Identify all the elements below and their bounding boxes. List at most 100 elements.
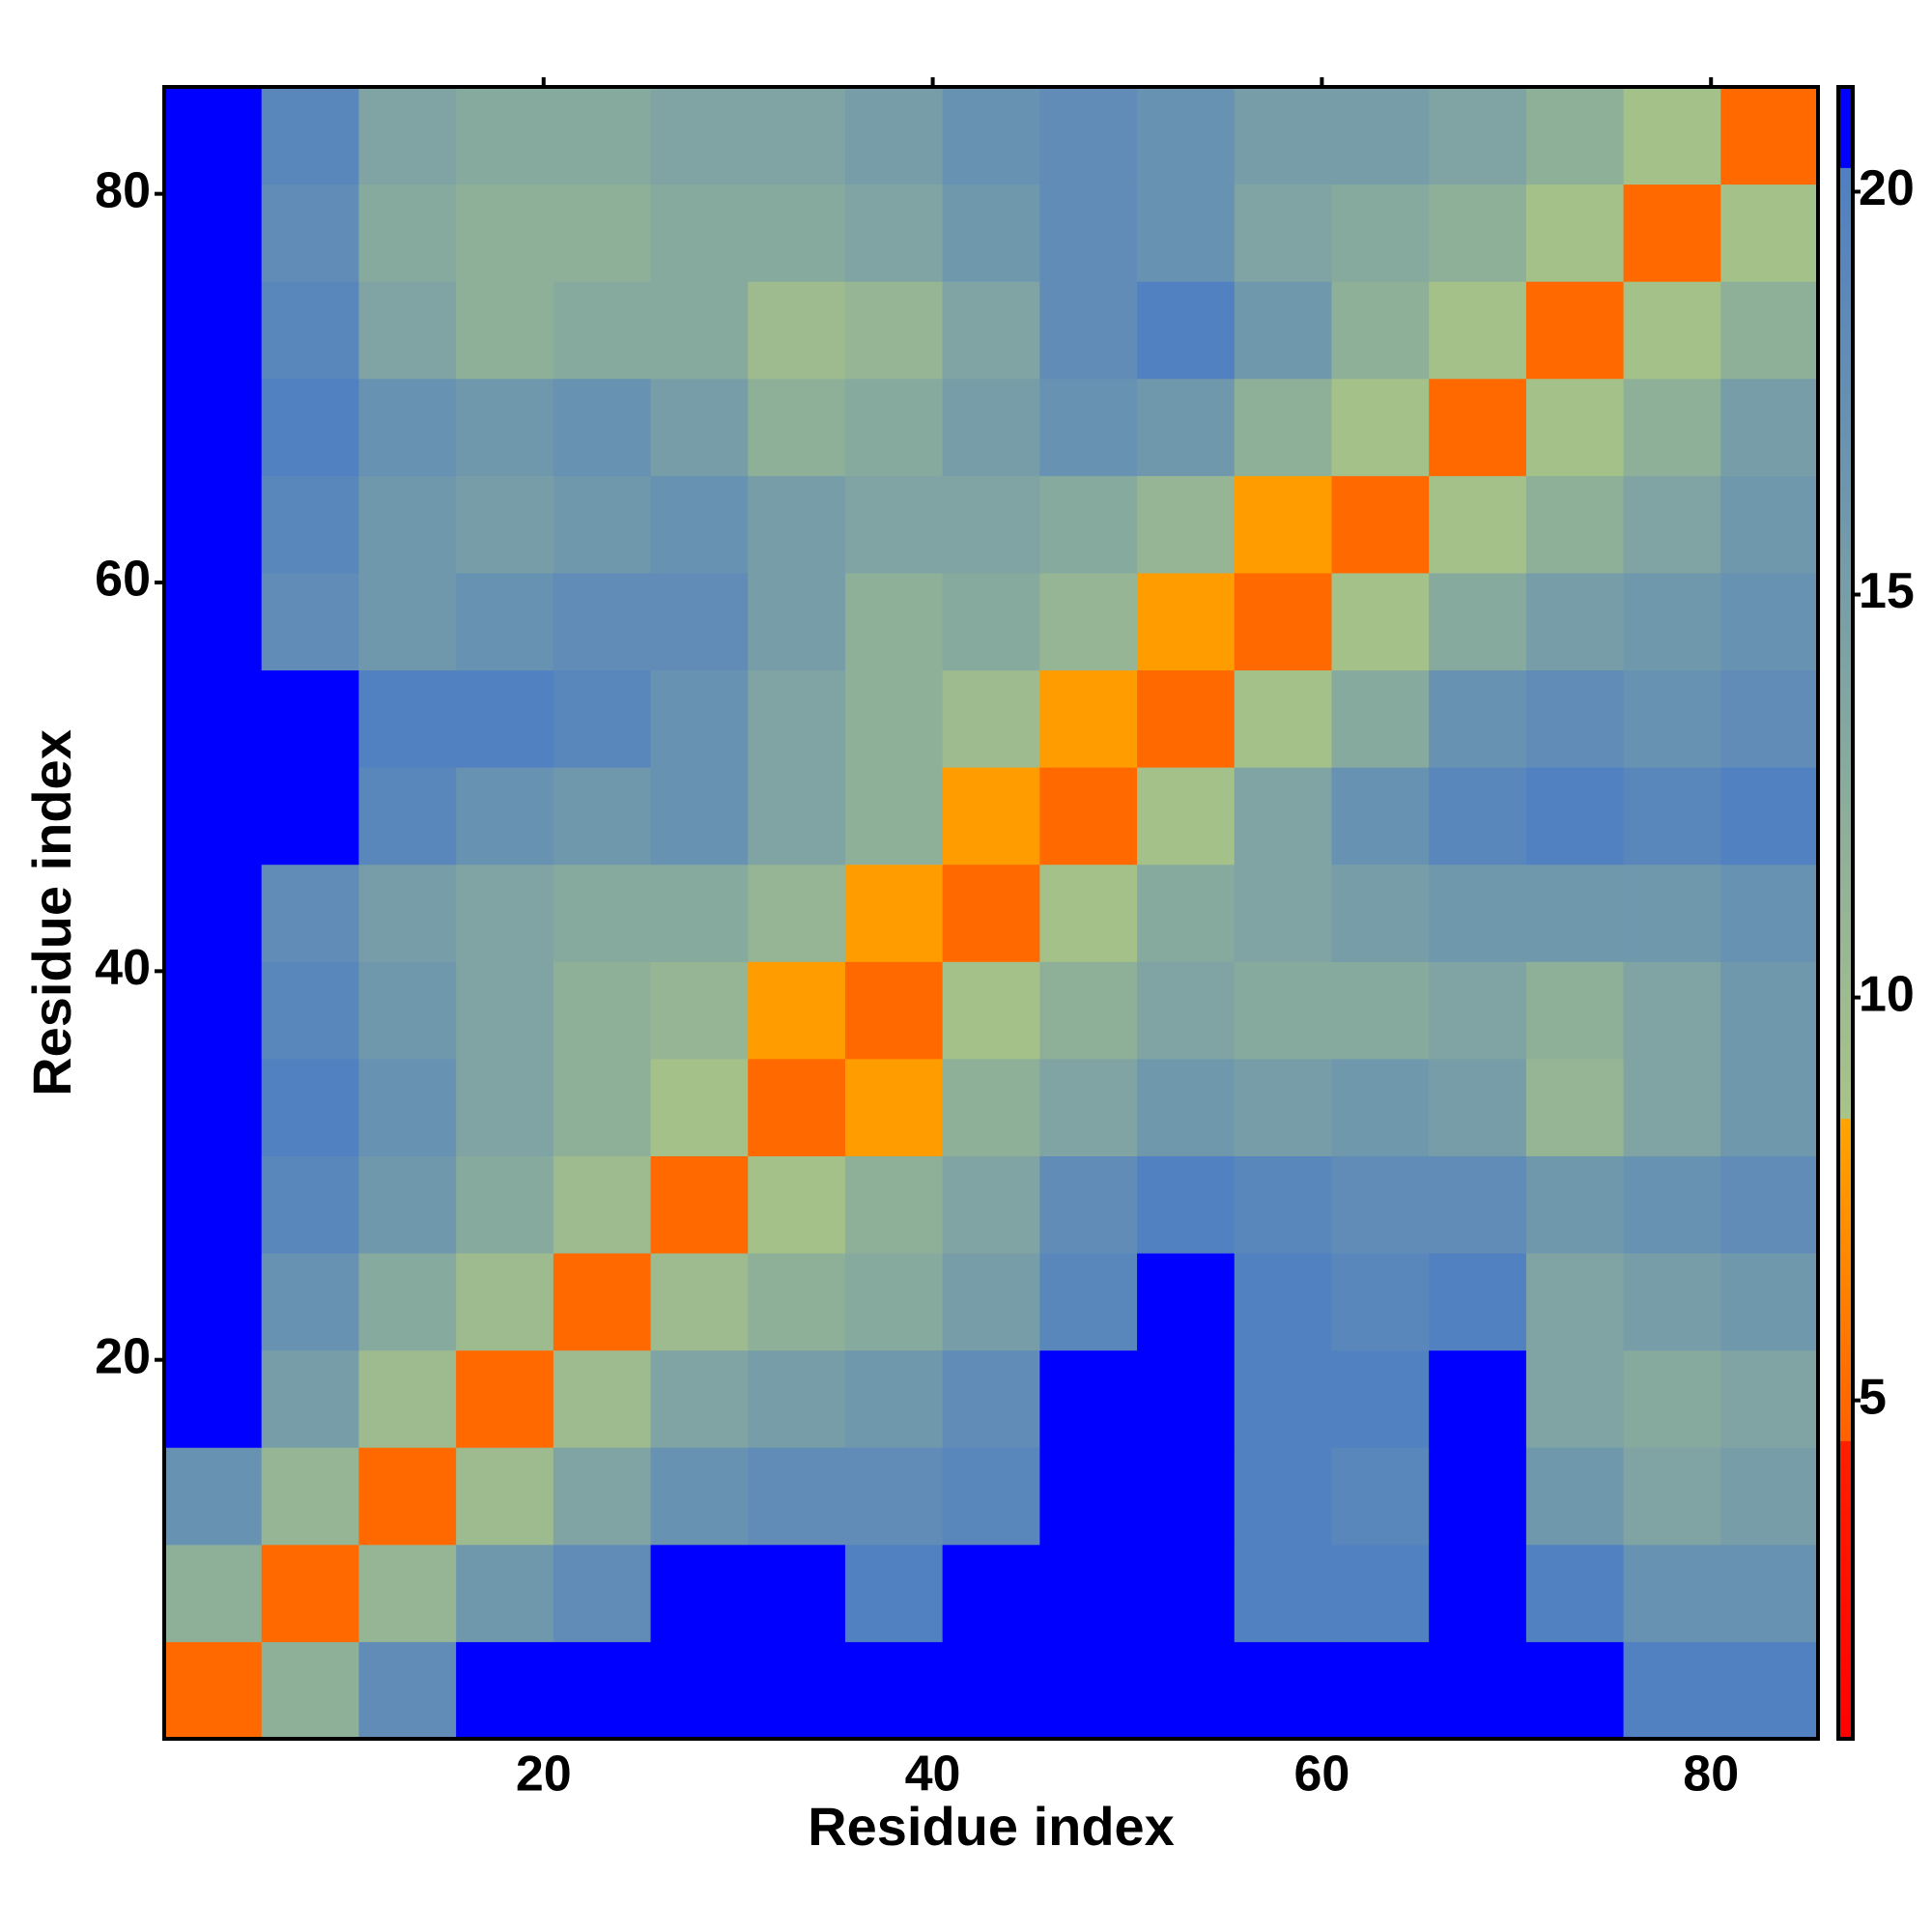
heatmap-cell <box>942 1544 1040 1642</box>
heatmap-cell <box>942 1641 1040 1740</box>
heatmap-cell <box>1720 767 1819 866</box>
heatmap-cell <box>358 669 457 768</box>
heatmap-cell <box>1429 378 1527 476</box>
heatmap-cell <box>1234 87 1332 185</box>
heatmap-cell <box>1331 378 1430 476</box>
heatmap-cell <box>456 1253 554 1351</box>
heatmap-cell <box>1429 281 1527 380</box>
heatmap-cell <box>844 767 944 866</box>
heatmap-cell <box>1720 961 1819 1060</box>
heatmap-cell <box>261 281 359 380</box>
heatmap-cell <box>1525 87 1625 185</box>
heatmap-cell <box>1331 475 1430 574</box>
heatmap-cell <box>844 378 944 476</box>
heatmap-cell <box>844 1544 944 1642</box>
heatmap-cell <box>1720 1544 1819 1642</box>
colorbar-segment <box>1838 87 1853 168</box>
heatmap-cell <box>650 1253 749 1351</box>
heatmap-cell <box>1623 1155 1721 1254</box>
heatmap-cell <box>1429 475 1527 574</box>
heatmap-cell <box>358 281 457 380</box>
heatmap-cell <box>261 378 359 476</box>
heatmap-cell <box>456 1350 554 1448</box>
heatmap-cell <box>1234 184 1332 282</box>
heatmap-cell <box>1525 1058 1625 1156</box>
heatmap-cell <box>942 378 1040 476</box>
heatmap-cell <box>358 1058 457 1156</box>
heatmap-cell <box>1039 1447 1138 1546</box>
heatmap-cell <box>1525 1447 1625 1546</box>
heatmap-cell <box>553 572 652 671</box>
heatmap-cell <box>358 864 457 962</box>
heatmap-cell <box>1234 281 1332 380</box>
heatmap-cell <box>261 1350 359 1448</box>
heatmap-cell <box>1234 1544 1332 1642</box>
heatmap-cell <box>358 1641 457 1740</box>
heatmap-cell <box>553 87 652 185</box>
heatmap-cell <box>456 1058 554 1156</box>
heatmap-cell <box>1623 87 1721 185</box>
x-tick-label: 80 <box>1683 1747 1739 1803</box>
heatmap-cell <box>553 475 652 574</box>
heatmap-cell <box>1039 572 1138 671</box>
heatmap-cell <box>942 281 1040 380</box>
heatmap-cell <box>1623 1350 1721 1448</box>
heatmap-cell <box>1720 184 1819 282</box>
heatmap-cell <box>261 572 359 671</box>
heatmap-cell <box>164 281 263 380</box>
heatmap-cell <box>456 1155 554 1254</box>
heatmap-cell <box>1039 281 1138 380</box>
plot-frame <box>162 85 1820 1741</box>
heatmap-cell <box>456 1544 554 1642</box>
heatmap-cell <box>1720 1253 1819 1351</box>
heatmap-cell <box>261 1544 359 1642</box>
heatmap-cell <box>553 1641 652 1740</box>
heatmap-cell <box>844 1058 944 1156</box>
x-tick-label: 20 <box>516 1747 572 1803</box>
heatmap-cell <box>1720 87 1819 185</box>
heatmap-cell <box>1137 1058 1236 1156</box>
heatmap-cell <box>261 1155 359 1254</box>
heatmap-cell <box>1720 378 1819 476</box>
heatmap-cell <box>456 864 554 962</box>
heatmap-cell <box>1039 767 1138 866</box>
heatmap-cell <box>1720 1058 1819 1156</box>
heatmap-cell <box>1525 184 1625 282</box>
heatmap-cell <box>553 1350 652 1448</box>
heatmap-cell <box>1525 767 1625 866</box>
heatmap-cell <box>164 767 263 866</box>
heatmap-cell <box>456 1447 554 1546</box>
heatmap-cell <box>358 1447 457 1546</box>
heatmap-cell <box>748 961 846 1060</box>
heatmap-cell <box>261 669 359 768</box>
heatmap-cell <box>1234 572 1332 671</box>
heatmap-cell <box>1137 1155 1236 1254</box>
heatmap-cell <box>164 1058 263 1156</box>
heatmap-cell <box>164 1155 263 1254</box>
heatmap-cell <box>748 1253 846 1351</box>
heatmap-cell <box>1720 1641 1819 1740</box>
heatmap-cell <box>1039 1155 1138 1254</box>
heatmap-cell <box>1525 281 1625 380</box>
heatmap-cell <box>1331 1253 1430 1351</box>
heatmap-cell <box>261 87 359 185</box>
heatmap-cell <box>650 1155 749 1254</box>
heatmap-cell <box>1429 1641 1527 1740</box>
heatmap-cell <box>1720 1155 1819 1254</box>
heatmap-cell <box>164 1350 263 1448</box>
heatmap-cell <box>456 572 554 671</box>
heatmap-cell <box>1039 864 1138 962</box>
heatmap-cell <box>1429 184 1527 282</box>
heatmap-cell <box>1525 961 1625 1060</box>
heatmap-cell <box>942 1058 1040 1156</box>
heatmap-cell <box>1331 1058 1430 1156</box>
colorbar-segment <box>1838 1118 1853 1441</box>
heatmap-cell <box>1429 1544 1527 1642</box>
x-tick-label: 40 <box>905 1747 961 1803</box>
heatmap-cell <box>1623 1058 1721 1156</box>
heatmap-cell <box>748 378 846 476</box>
heatmap-cell <box>942 1155 1040 1254</box>
heatmap-cell <box>650 1350 749 1448</box>
heatmap-cell <box>456 184 554 282</box>
heatmap-cell <box>261 1058 359 1156</box>
